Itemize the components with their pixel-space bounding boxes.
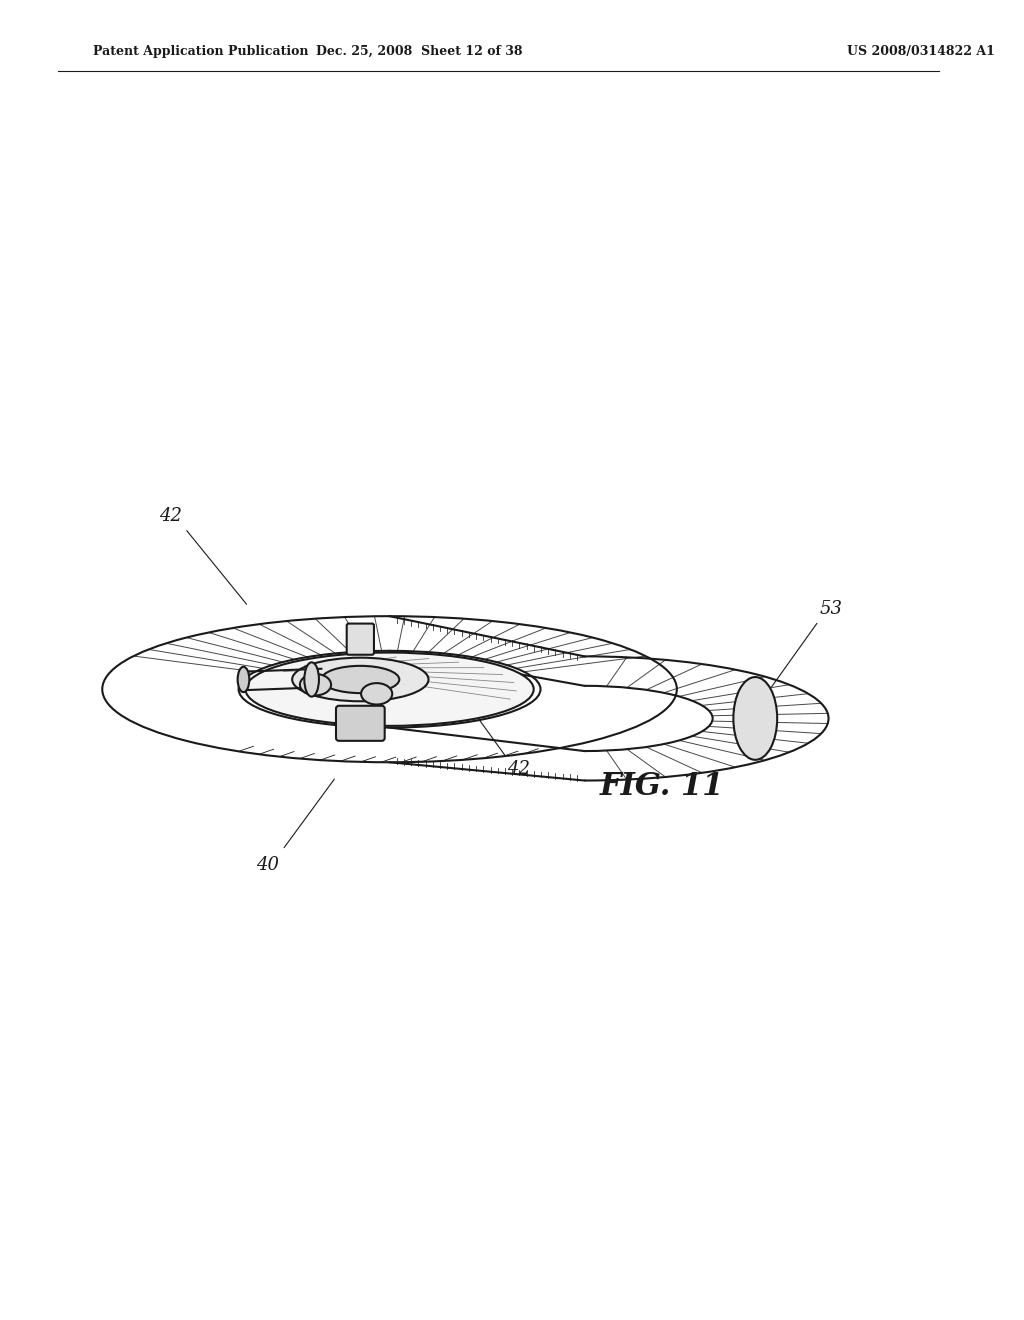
Text: US 2008/0314822 A1: US 2008/0314822 A1 xyxy=(847,45,995,58)
Text: 42: 42 xyxy=(159,507,182,525)
Ellipse shape xyxy=(300,675,331,696)
Text: 40: 40 xyxy=(256,855,280,874)
Ellipse shape xyxy=(292,657,428,701)
Text: Dec. 25, 2008  Sheet 12 of 38: Dec. 25, 2008 Sheet 12 of 38 xyxy=(315,45,522,58)
FancyBboxPatch shape xyxy=(347,623,374,655)
Text: FIG. 11: FIG. 11 xyxy=(600,771,725,803)
FancyBboxPatch shape xyxy=(336,706,385,741)
Ellipse shape xyxy=(361,684,392,705)
Ellipse shape xyxy=(238,667,249,692)
Text: Patent Application Publication: Patent Application Publication xyxy=(92,45,308,58)
Ellipse shape xyxy=(246,652,534,726)
Text: 53: 53 xyxy=(820,601,843,618)
Ellipse shape xyxy=(733,677,777,760)
Ellipse shape xyxy=(304,663,318,697)
Ellipse shape xyxy=(322,665,399,693)
Text: 42: 42 xyxy=(507,760,529,777)
